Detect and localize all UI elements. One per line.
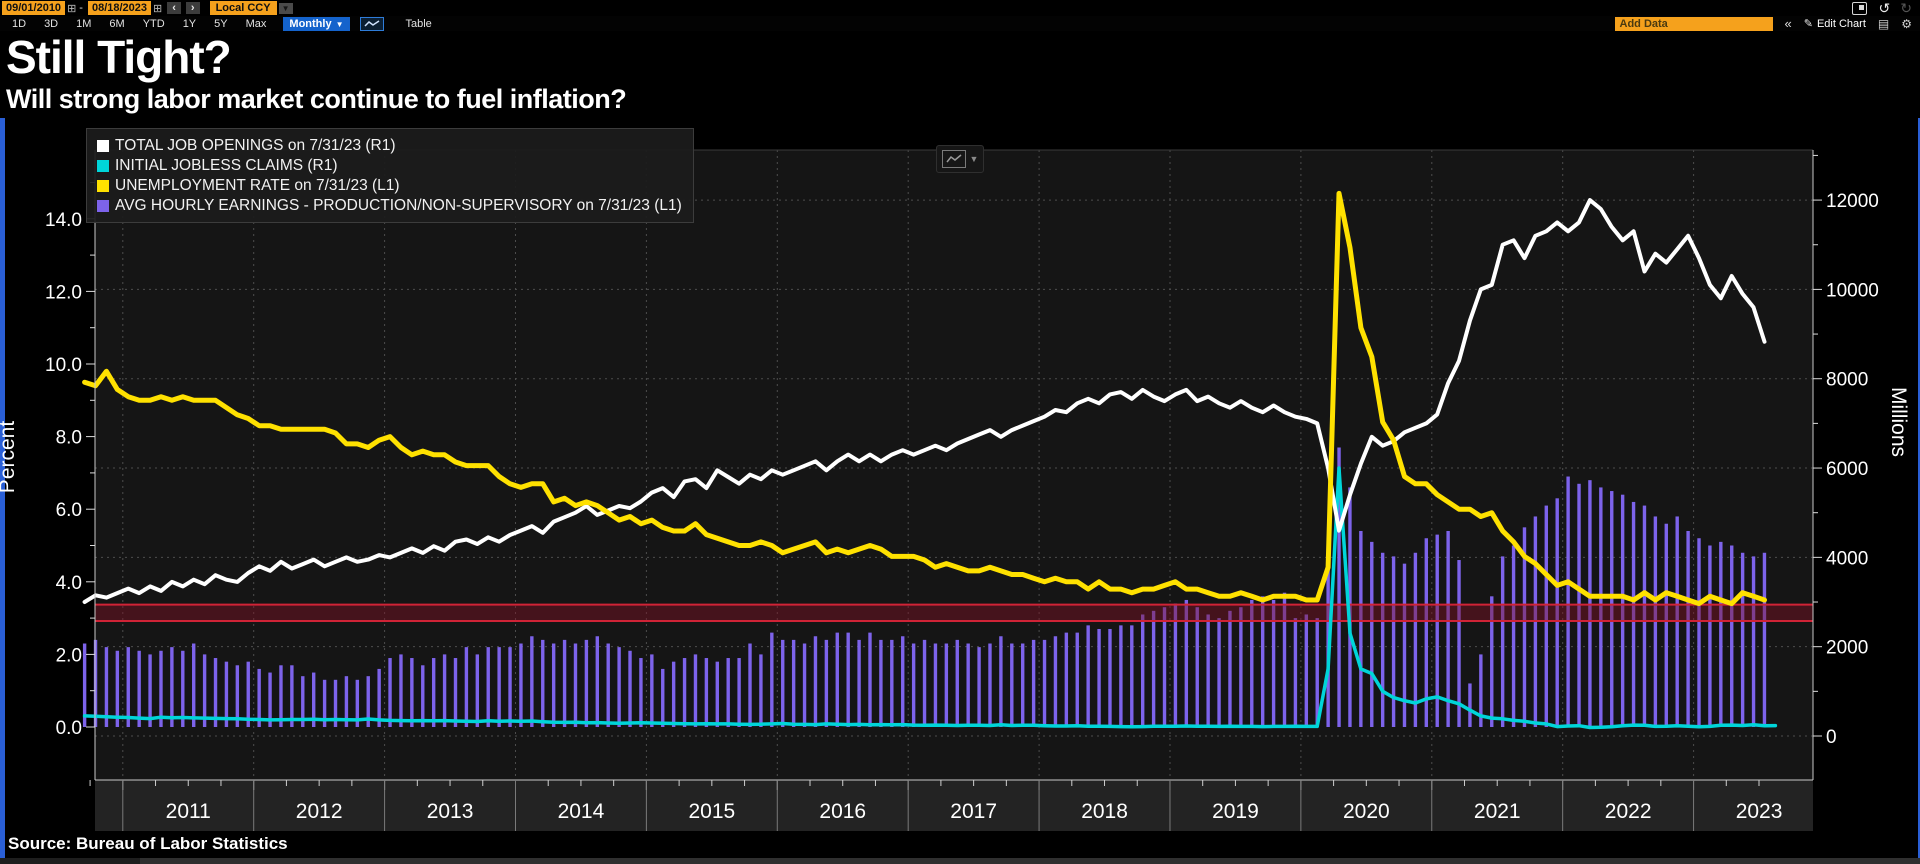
range-button-1y[interactable]: 1Y xyxy=(182,17,197,30)
svg-text:0: 0 xyxy=(1826,727,1837,748)
panel-left-border xyxy=(0,118,5,858)
svg-text:8.0: 8.0 xyxy=(56,428,82,449)
currency-caret-icon[interactable]: ▼ xyxy=(278,2,293,14)
popout-icon[interactable] xyxy=(1851,1,1867,15)
date-range-dash: - xyxy=(79,2,83,14)
svg-text:14.0: 14.0 xyxy=(45,210,82,231)
svg-text:2015: 2015 xyxy=(688,800,735,823)
add-data-input[interactable]: Add Data xyxy=(1614,16,1773,31)
left-axis-title: Percent xyxy=(0,420,19,494)
range-button-max[interactable]: Max xyxy=(245,17,267,30)
start-date-field[interactable]: 09/01/2010 xyxy=(2,1,66,15)
page-title: Still Tight? xyxy=(6,31,232,83)
svg-text:12.0: 12.0 xyxy=(45,282,82,303)
redo-icon: ↻ xyxy=(1900,0,1912,16)
chart-legend: TOTAL JOB OPENINGS on 7/31/23 (R1) INITI… xyxy=(86,128,694,223)
svg-text:10000: 10000 xyxy=(1826,280,1879,301)
svg-text:2012: 2012 xyxy=(296,800,343,823)
svg-text:4.0: 4.0 xyxy=(56,573,82,594)
svg-text:2013: 2013 xyxy=(427,800,474,823)
pencil-icon: ✎ xyxy=(1803,18,1813,30)
svg-text:10.0: 10.0 xyxy=(45,355,82,376)
legend-item-jobless-claims[interactable]: INITIAL JOBLESS CLAIMS (R1) xyxy=(97,156,683,176)
svg-text:2000: 2000 xyxy=(1826,638,1868,659)
right-axis-title: Millions xyxy=(1887,386,1910,457)
svg-text:2014: 2014 xyxy=(558,800,605,823)
currency-field[interactable]: Local CCY xyxy=(209,1,277,15)
chart-type-button[interactable]: ▼ xyxy=(936,145,984,173)
gear-icon[interactable]: ⚙ xyxy=(1901,16,1912,31)
svg-text:4000: 4000 xyxy=(1826,548,1868,569)
caret-down-icon: ▼ xyxy=(335,19,344,29)
legend-swatch-white xyxy=(97,140,109,152)
legend-item-unemployment-rate[interactable]: UNEMPLOYMENT RATE on 7/31/23 (L1) xyxy=(97,176,683,196)
svg-text:0.0: 0.0 xyxy=(56,718,82,739)
end-date-field[interactable]: 08/18/2023 xyxy=(87,1,152,15)
svg-text:2017: 2017 xyxy=(950,800,997,823)
svg-text:2020: 2020 xyxy=(1343,800,1390,823)
svg-text:2019: 2019 xyxy=(1212,800,1259,823)
notebook-icon[interactable]: ▤ xyxy=(1877,16,1890,31)
legend-item-avg-hourly-earnings[interactable]: AVG HOURLY EARNINGS - PRODUCTION/NON-SUP… xyxy=(97,196,683,216)
line-chart-icon[interactable] xyxy=(359,16,384,31)
calendar-icon[interactable]: ⊞ xyxy=(153,2,163,15)
bottom-strip xyxy=(0,858,140,864)
legend-swatch-cyan xyxy=(97,160,109,172)
svg-text:2022: 2022 xyxy=(1605,800,1652,823)
collapse-icon[interactable]: « xyxy=(1784,16,1792,31)
svg-text:6.0: 6.0 xyxy=(56,500,82,521)
page-subtitle: Will strong labor market continue to fue… xyxy=(6,84,627,114)
svg-text:2018: 2018 xyxy=(1081,800,1128,823)
toolbar-row-1: 09/01/2010 ⊞ - 08/18/2023 ⊞ ‹ › Local CC… xyxy=(0,0,1920,16)
svg-text:8000: 8000 xyxy=(1826,370,1868,391)
legend-item-job-openings[interactable]: TOTAL JOB OPENINGS on 7/31/23 (R1) xyxy=(97,136,683,156)
svg-text:6000: 6000 xyxy=(1826,459,1868,480)
svg-text:2011: 2011 xyxy=(166,800,211,823)
range-button-1m[interactable]: 1M xyxy=(76,17,92,30)
svg-text:2023: 2023 xyxy=(1736,800,1783,823)
line-chart-icon xyxy=(941,150,966,168)
range-button-1d[interactable]: 1D xyxy=(12,17,27,30)
toolbar-row-2: 1D 3D 1M 6M YTD 1Y 5Y Max Monthly ▼ Table… xyxy=(0,16,1920,31)
legend-swatch-yellow xyxy=(97,180,109,192)
bottom-scrollbar[interactable] xyxy=(140,858,1920,864)
legend-swatch-purple xyxy=(97,200,109,212)
edit-chart-button[interactable]: ✎ Edit Chart xyxy=(1803,18,1866,30)
period-dropdown[interactable]: Monthly ▼ xyxy=(283,16,350,31)
prev-range-button[interactable]: ‹ xyxy=(167,2,181,14)
calendar-icon[interactable]: ⊞ xyxy=(67,2,77,15)
panel-right-border xyxy=(1918,118,1920,858)
source-note: Source: Bureau of Labor Statistics xyxy=(8,834,288,853)
range-button-3d[interactable]: 3D xyxy=(44,17,59,30)
range-button-6m[interactable]: 6M xyxy=(109,17,125,30)
svg-text:2021: 2021 xyxy=(1474,800,1521,823)
range-button-5y[interactable]: 5Y xyxy=(214,17,228,30)
svg-text:2016: 2016 xyxy=(819,800,866,823)
caret-down-icon: ▼ xyxy=(969,154,979,164)
svg-text:2.0: 2.0 xyxy=(56,645,82,666)
undo-icon[interactable]: ↺ xyxy=(1878,0,1891,16)
next-range-button[interactable]: › xyxy=(185,2,200,14)
table-button[interactable]: Table xyxy=(405,17,432,30)
range-button-ytd[interactable]: YTD xyxy=(142,17,165,30)
svg-text:12000: 12000 xyxy=(1826,191,1879,212)
